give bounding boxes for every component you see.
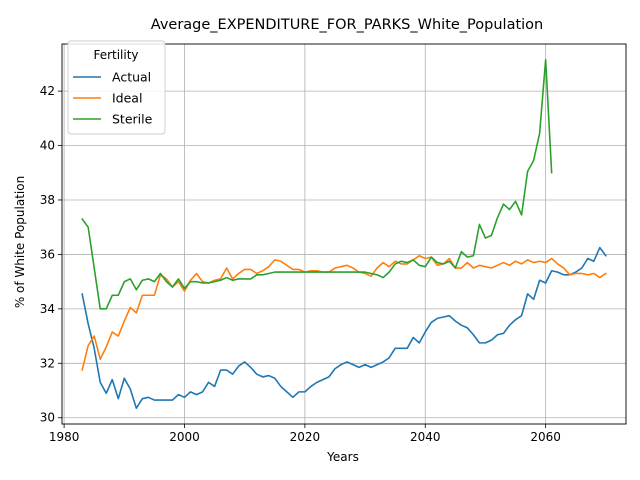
legend: Fertility Actual Ideal Sterile: [67, 40, 166, 135]
legend-label-actual: Actual: [112, 70, 151, 85]
x-axis-label: Years: [326, 450, 359, 464]
y-tick-label: 38: [40, 193, 55, 207]
legend-label-ideal: Ideal: [112, 91, 142, 106]
grid: [62, 44, 626, 424]
x-tick-label: 2000: [169, 430, 200, 444]
chart-title: Average_EXPENDITURE_FOR_PARKS_White_Popu…: [151, 17, 543, 33]
series-line-sterile: [81, 58, 553, 310]
series-line-ideal: [81, 254, 607, 371]
x-axis: 1980 2000 2020 2040 2060: [49, 424, 561, 444]
legend-entries: Actual Ideal Sterile: [73, 70, 153, 127]
y-tick-label: 32: [40, 356, 55, 370]
y-axis: 30 32 34 36 38 40 42: [40, 84, 62, 425]
legend-box: [67, 40, 166, 135]
y-tick-label: 42: [40, 84, 55, 98]
y-tick-label: 34: [40, 302, 55, 316]
x-tick-label: 1980: [49, 430, 80, 444]
x-tick-label: 2040: [410, 430, 441, 444]
legend-label-sterile: Sterile: [112, 112, 153, 127]
y-tick-label: 30: [40, 411, 55, 425]
x-tick-label: 2060: [530, 430, 561, 444]
y-axis-label: % of White Population: [13, 176, 27, 308]
series-line-actual: [81, 246, 607, 410]
x-tick-label: 2020: [290, 430, 321, 444]
legend-title: Fertility: [93, 48, 138, 62]
plot-frame: [61, 43, 627, 425]
y-tick-label: 40: [40, 139, 55, 153]
series-lines: [81, 58, 607, 410]
y-tick-label: 36: [40, 247, 55, 261]
